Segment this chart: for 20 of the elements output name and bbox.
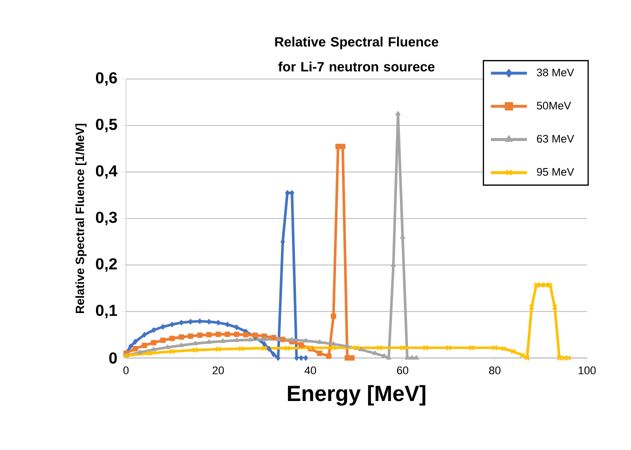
legend-label: 50MeV	[536, 102, 572, 110]
legend-label: 95 MeV	[536, 168, 574, 176]
x-tick-label: 100	[578, 366, 596, 374]
legend-label: 38 MeV	[536, 68, 574, 76]
x-tick-label: 20	[212, 366, 224, 374]
y-tick-label: 0,2	[96, 258, 117, 272]
x-tick-label: 80	[489, 366, 500, 374]
y-tick-label: 0	[109, 352, 117, 364]
legend-label: 63 MeV	[536, 134, 574, 143]
y-tick-label: 0,3	[96, 212, 117, 226]
x-tick-label: 60	[397, 366, 408, 374]
y-axis-title: Relative Spectral Fluence [1/MeV]	[75, 124, 86, 314]
x-tick-label: 40	[304, 366, 316, 374]
x-axis-title: Energy [MeV]	[288, 385, 426, 406]
y-tick-label: 0,1	[96, 304, 118, 318]
chart-title: Relative Spectral Fluence for Li-7 neutron sourece	[275, 36, 438, 72]
y-tick-label: 0,5	[96, 118, 118, 132]
y-tick-label: 0,4	[96, 165, 118, 179]
y-tick-label: 0,6	[96, 72, 117, 86]
x-tick-label: 0	[123, 366, 129, 374]
